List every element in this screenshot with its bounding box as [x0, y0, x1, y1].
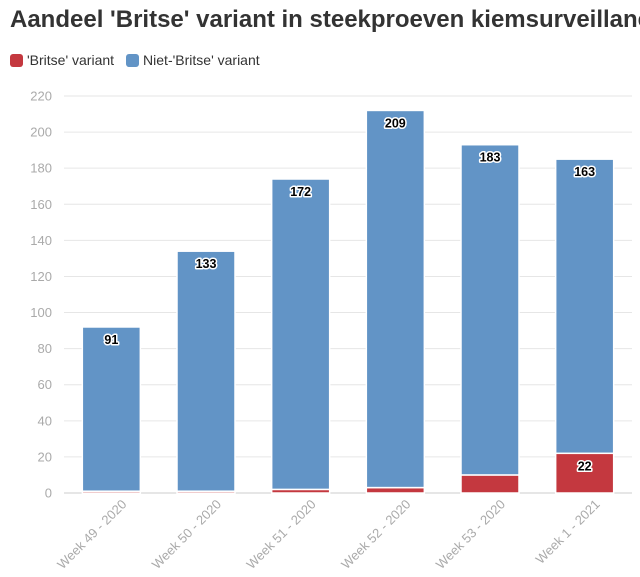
- y-tick-label: 100: [30, 305, 52, 320]
- legend-label-niet-britse: Niet-'Britse' variant: [143, 52, 260, 68]
- x-tick-label: Week 51 - 2020: [243, 497, 318, 572]
- y-tick-label: 160: [30, 197, 52, 212]
- legend-label-britse: 'Britse' variant: [27, 52, 115, 68]
- bar-niet-britse[interactable]: [365, 109, 426, 489]
- chart-title: Aandeel 'Britse' variant in steekproeven…: [10, 6, 640, 33]
- data-label-niet-britse: 133: [196, 257, 217, 271]
- bar-niet-britse[interactable]: [176, 250, 236, 492]
- x-tick-label: Week 49 - 2020: [54, 497, 129, 572]
- legend-item-niet-britse[interactable]: Niet-'Britse' variant: [126, 52, 260, 68]
- bar-britse[interactable]: [365, 486, 426, 494]
- x-tick-label: Week 53 - 2020: [433, 497, 508, 572]
- data-label-niet-britse: 209: [385, 116, 406, 130]
- bar-niet-britse[interactable]: [270, 178, 331, 491]
- x-tick-label: Week 50 - 2020: [149, 497, 224, 572]
- x-tick-label: Week 1 - 2021: [533, 497, 603, 567]
- legend-item-britse[interactable]: 'Britse' variant: [10, 52, 114, 68]
- data-label-britse: 22: [578, 459, 592, 473]
- data-label-niet-britse: 183: [480, 151, 501, 165]
- data-label-niet-britse: 91: [104, 333, 118, 347]
- y-tick-label: 80: [38, 341, 52, 356]
- bar-niet-britse[interactable]: [460, 143, 520, 476]
- y-tick-label: 220: [30, 89, 52, 104]
- y-tick-label: 140: [30, 233, 52, 248]
- y-tick-label: 0: [45, 486, 52, 501]
- data-label-niet-britse: 163: [574, 165, 595, 179]
- data-label-niet-britse: 172: [290, 185, 311, 199]
- legend-swatch-niet-britse: [126, 53, 140, 67]
- legend: 'Britse' variant Niet-'Britse' variant: [10, 52, 260, 68]
- bar-niet-britse[interactable]: [81, 326, 142, 492]
- y-tick-label: 40: [38, 413, 52, 428]
- y-tick-label: 60: [38, 377, 52, 392]
- y-tick-label: 20: [38, 449, 52, 464]
- y-tick-label: 120: [30, 269, 52, 284]
- legend-swatch-britse: [10, 53, 23, 67]
- bar-britse[interactable]: [460, 474, 520, 494]
- y-tick-label: 180: [30, 161, 52, 176]
- y-tick-label: 200: [30, 125, 52, 140]
- bar-niet-britse[interactable]: [554, 158, 615, 455]
- x-tick-label: Week 52 - 2020: [338, 497, 413, 572]
